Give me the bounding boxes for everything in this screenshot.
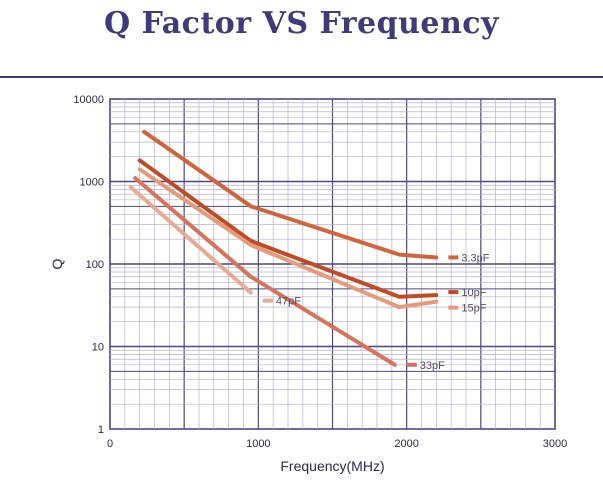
q-factor-chart: 0 1000 2000 3000 1 10 100 1000 10000 3.3pF 10pF 15… [49, 94, 567, 474]
chart-panel: 0 1000 2000 3000 1 10 100 1000 10000 3.3pF 10pF 15… [36, 84, 603, 490]
title-divider [0, 76, 603, 78]
chart-title: Q Factor VS Frequency [104, 6, 499, 41]
y-tick-label: 1000 [80, 177, 104, 189]
x-tick-label: 1000 [246, 438, 270, 450]
series-label: 10pF [461, 287, 486, 299]
tick-labels: 0 1000 2000 3000 1 10 100 1000 10000 [73, 94, 567, 450]
series-label: 3.3pF [461, 252, 489, 264]
x-tick-label: 0 [107, 438, 113, 450]
series-line-47pF [128, 185, 253, 295]
series-line-3-3pF [142, 129, 439, 260]
x-tick-label: 2000 [394, 438, 418, 450]
series-line-10pF [137, 158, 439, 299]
series-lines [128, 129, 439, 367]
y-tick-label: 10000 [73, 94, 104, 106]
y-axis-title: Q [49, 258, 65, 269]
series-line-15pF [137, 167, 439, 310]
y-tick-label: 10 [92, 342, 104, 354]
series-label: 47pF [276, 296, 301, 308]
y-tick-label: 1 [98, 424, 104, 436]
x-tick-label: 3000 [543, 438, 567, 450]
grid [109, 98, 556, 430]
x-axis-title: Frequency(MHz) [280, 458, 384, 474]
series-label: 33pF [420, 360, 445, 372]
series-line-33pF [133, 176, 397, 367]
series-label: 15pF [461, 303, 486, 315]
series-labels: 3.3pF 10pF 15pF 33pF 47pF [262, 252, 490, 372]
y-tick-label: 100 [86, 259, 104, 271]
title-bar: Q Factor VS Frequency [0, 0, 603, 78]
